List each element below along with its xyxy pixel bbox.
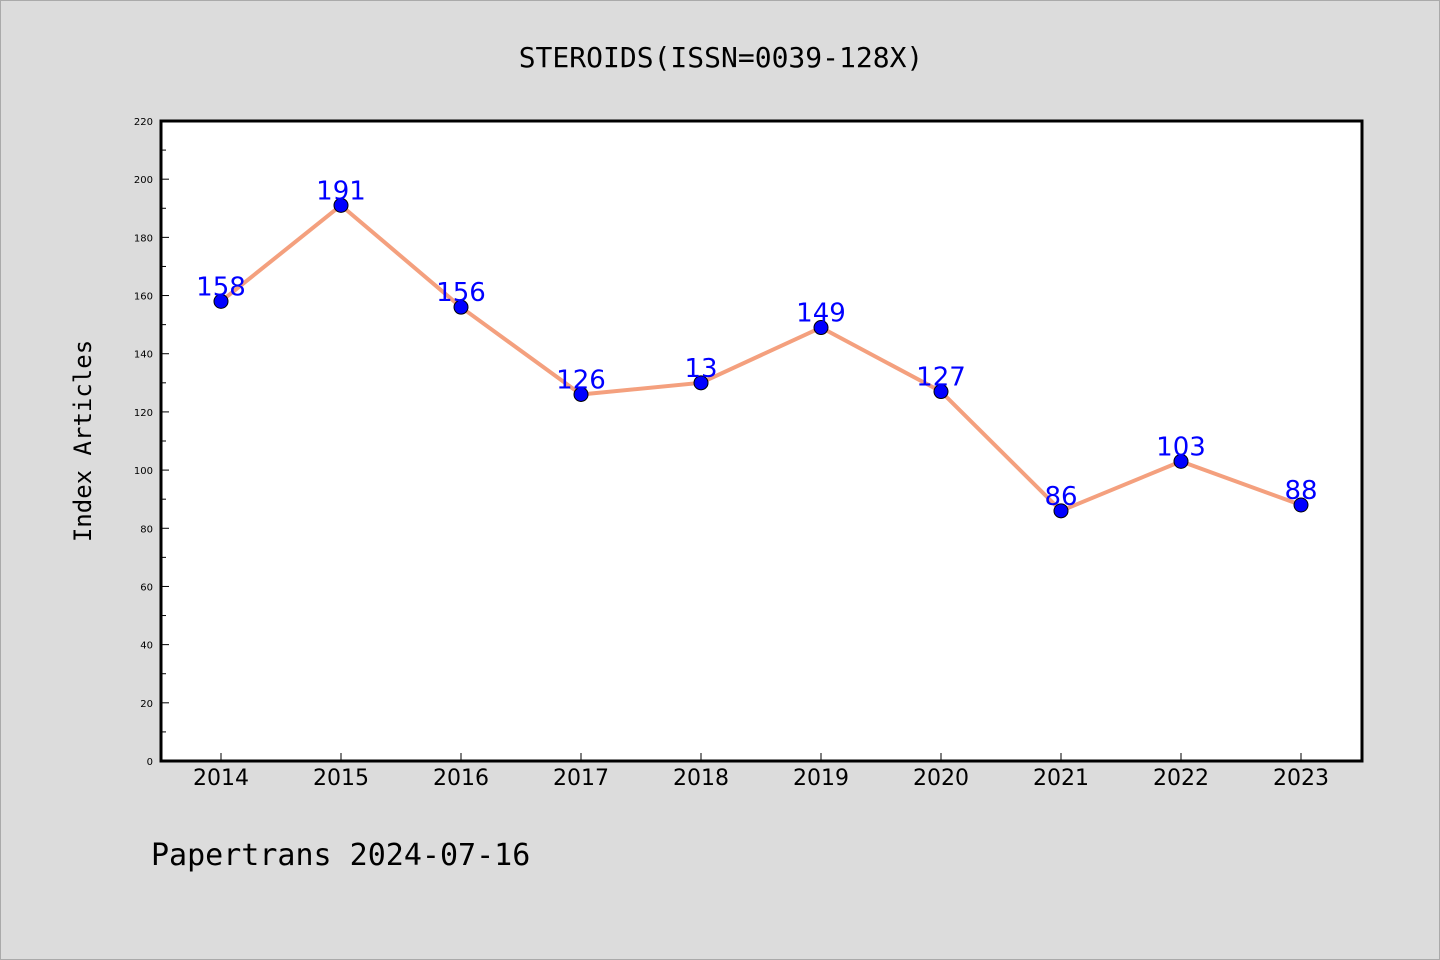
data-point-2021 [1053,503,1069,519]
data-label-2014: 158 [196,272,246,302]
y-axis-label: Index Articles [69,340,97,542]
data-point-2018 [693,375,709,391]
y-tick-label-40: 40 [140,641,153,652]
x-tick-label-2018: 2018 [673,766,729,791]
x-tick-label-2022: 2022 [1153,766,1209,791]
data-label-2021: 86 [1044,482,1077,512]
x-tick-label-2021: 2021 [1033,766,1089,791]
data-point-2016 [453,299,469,315]
y-tick-label-0: 0 [147,757,153,768]
x-tick-label-2019: 2019 [793,766,849,791]
x-tick-label-2014: 2014 [193,766,249,791]
y-tick-label-80: 80 [140,524,153,535]
plot-area [159,119,1364,763]
data-label-2020: 127 [916,363,966,393]
x-tick-label-2023: 2023 [1273,766,1329,791]
y-tick-label-120: 120 [134,408,153,419]
series-line [219,203,1303,513]
y-tick-label-200: 200 [134,175,153,186]
x-tick-label-2020: 2020 [913,766,969,791]
data-point-2020 [933,384,949,400]
chart-title: STEROIDS(ISSN=0039-128X) [519,41,924,74]
data-point-2019 [813,320,829,336]
y-tick-label-60: 60 [140,582,153,593]
x-axis: 2014 2015 2016 2017 2018 2019 2020 2021 2022 2023 [193,753,1329,791]
data-label-2019: 149 [796,299,846,329]
data-point-2015 [333,197,349,213]
data-label-2018: 13 [684,354,717,384]
x-tick-label-2016: 2016 [433,766,489,791]
series-index-articles [213,197,1309,519]
y-tick-label-140: 140 [134,350,153,361]
data-labels: 158 191 156 126 13 149 127 86 103 88 [196,176,1317,511]
data-point-2023 [1293,497,1309,513]
y-tick-label-20: 20 [140,699,153,710]
data-point-2022 [1173,453,1189,469]
data-point-2017 [573,386,589,402]
y-tick-label-220: 220 [134,117,153,128]
data-point-2014 [213,293,229,309]
data-label-2017: 126 [556,365,606,395]
y-axis: 0 20 40 60 80 100 120 140 160 180 200 220 [134,117,169,768]
x-tick-label-2015: 2015 [313,766,369,791]
x-tick-label-2017: 2017 [553,766,609,791]
y-tick-label-160: 160 [134,292,153,303]
data-label-2023: 88 [1284,476,1317,506]
data-label-2022: 103 [1156,432,1206,462]
footer-text: Papertrans 2024-07-16 [151,838,530,873]
y-tick-label-100: 100 [134,466,153,477]
data-label-2015: 191 [316,176,366,206]
y-tick-label-180: 180 [134,233,153,244]
data-label-2016: 156 [436,278,486,308]
